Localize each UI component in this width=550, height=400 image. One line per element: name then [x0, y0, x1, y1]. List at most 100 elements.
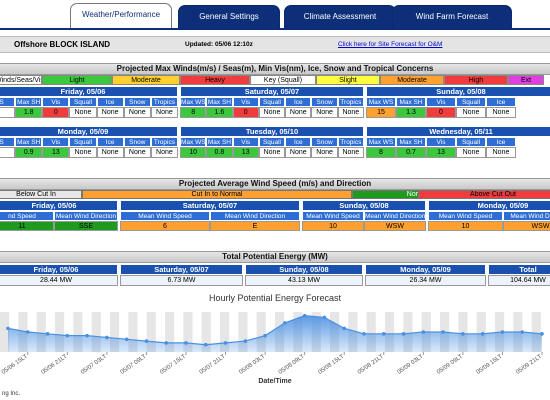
value-cell: 8 [180, 107, 207, 118]
value-cell: 6 [120, 221, 210, 231]
column-header: Squall [69, 137, 97, 147]
day-header: Saturday, 05/07 [180, 86, 364, 97]
value-cell: None [486, 147, 516, 158]
legend-item: Winds/Seas/Vis) [0, 75, 42, 85]
value-cell: 43.13 MW [245, 275, 363, 286]
stripe [220, 312, 230, 352]
value-cell: 1.6 [206, 107, 233, 118]
point [85, 333, 89, 338]
column-header: Mean Wind Speed [120, 211, 210, 221]
value-cell: None [96, 147, 124, 158]
x-tick-label: 05/07 21LT [199, 354, 227, 376]
value-cell: None [337, 107, 364, 118]
updated: Updated: 05/06 12:10z [185, 41, 253, 48]
day-header: Sunday, 05/08 [245, 264, 363, 275]
x-tick-label: 05/09 21LT [515, 354, 543, 376]
stripe [531, 312, 541, 352]
legend-item: Below Cut In [0, 190, 82, 199]
stripe [458, 312, 468, 352]
value-cell: None [311, 147, 338, 158]
column-header: Mean Wind Direction [503, 211, 550, 221]
value-cell: None [258, 147, 286, 158]
column-header: Mean Wind Direction [364, 211, 426, 221]
point [144, 339, 149, 343]
column-header: S [0, 137, 16, 147]
column-header: Mean Wind Direction [210, 211, 300, 221]
column-header: Max WS [180, 97, 207, 107]
value-cell: None [285, 107, 312, 118]
point [243, 339, 248, 343]
value-cell: None [311, 107, 338, 118]
tab[interactable]: Weather/Performance [70, 3, 172, 29]
value-cell: WSW [364, 221, 426, 231]
day-header: Monday, 05/09 [428, 200, 550, 211]
tab[interactable]: General Settings [178, 5, 280, 28]
column-header: Max WS [366, 137, 396, 147]
value-cell: None [258, 107, 286, 118]
value-cell: 104.64 MW [488, 275, 550, 286]
header-bar [0, 36, 550, 53]
column-header: Vis [426, 97, 456, 107]
site-name: Offshore BLOCK ISLAND [14, 40, 110, 49]
footer: ng Inc. [2, 391, 20, 397]
day-header: Tuesday, 05/10 [180, 126, 364, 137]
stripe [0, 312, 10, 352]
stripe [110, 312, 120, 352]
stripe [165, 312, 175, 352]
x-tick-label: 05/06 15LT [1, 354, 29, 376]
column-header: Vis [232, 137, 259, 147]
value-cell: 1.8 [15, 107, 43, 118]
stripe [91, 312, 101, 352]
x-tick-label: 05/08 15LT [317, 354, 345, 376]
column-header: Squall [456, 137, 486, 147]
point [500, 330, 505, 334]
point [25, 330, 30, 334]
legend-item: Moderate [112, 75, 180, 85]
day-header: Total [488, 264, 550, 275]
day-header: Friday, 05/06 [0, 264, 118, 275]
point [322, 315, 327, 320]
column-header: nd Speed [0, 211, 54, 221]
value-cell [0, 107, 16, 118]
column-header: Ice [285, 97, 312, 107]
site-forecast-link[interactable]: Click here for Site Forecast for O&M [338, 41, 443, 48]
value-cell: SSE [54, 221, 118, 231]
value-cell: None [486, 107, 516, 118]
x-tick-label: 05/07 15LT [159, 354, 187, 376]
legend-item: Cut In to Normal [82, 190, 352, 199]
column-header: Max WS [366, 97, 396, 107]
tab[interactable]: Wind Farm Forecast [392, 5, 512, 28]
column-header: Ice [96, 97, 124, 107]
column-header: Vis [42, 137, 70, 147]
chart-title: Hourly Potential Energy Forecast [209, 293, 342, 303]
point [441, 330, 445, 334]
point [223, 341, 228, 345]
x-tick-label: 05/06 21LT [41, 354, 69, 376]
value-cell: 15 [366, 107, 396, 118]
stripe [476, 312, 486, 352]
x-tick-label: 05/09 15LT [476, 354, 504, 376]
column-header: Max SH [206, 137, 233, 147]
column-header: Mean Wind Direction [54, 211, 118, 221]
column-header: Max WS [180, 137, 207, 147]
day-header: Sunday, 05/08 [366, 86, 550, 97]
day-header: Monday, 05/09 [365, 264, 486, 275]
column-header: Vis [426, 137, 456, 147]
day-header: Sunday, 05/08 [302, 200, 426, 211]
value-cell: None [150, 147, 178, 158]
stripe [201, 312, 211, 352]
column-header: Snow [123, 137, 151, 147]
point [45, 332, 50, 336]
column-header: Snow [311, 97, 338, 107]
tab[interactable]: Climate Assessment [284, 5, 396, 28]
point [342, 326, 347, 331]
point [65, 333, 70, 338]
stripe [55, 312, 65, 352]
x-tick-label: 05/07 03LT [80, 354, 108, 376]
stripe [403, 312, 413, 352]
column-header: Snow [123, 97, 151, 107]
x-tick-label: 05/08 09LT [278, 354, 306, 376]
value-cell: 10 [302, 221, 364, 231]
value-cell [0, 147, 16, 158]
